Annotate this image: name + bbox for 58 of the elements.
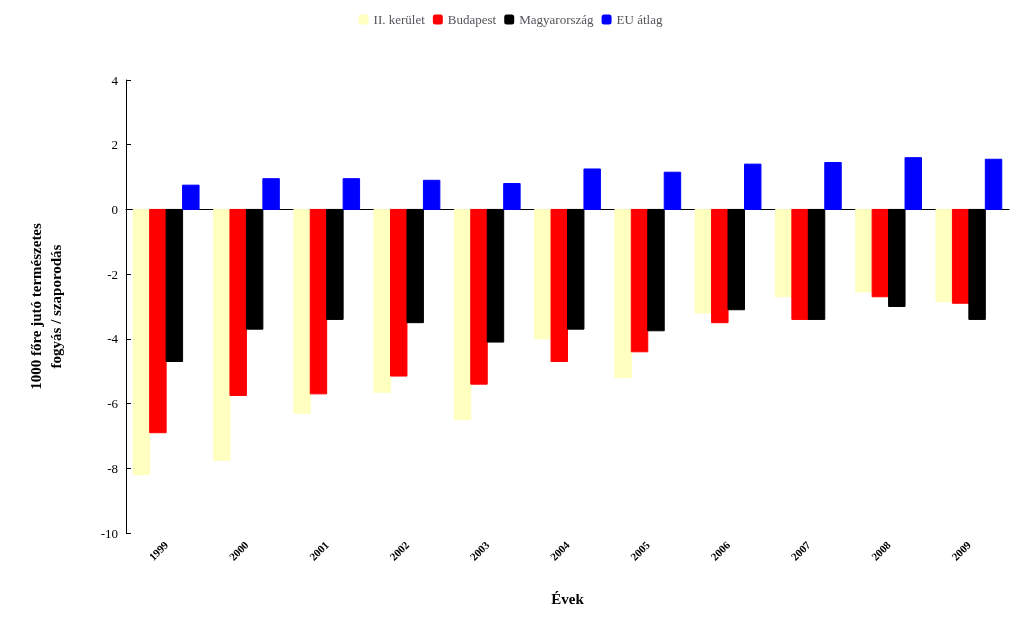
bar <box>373 208 391 393</box>
bar <box>390 208 408 377</box>
bar <box>567 208 585 330</box>
bar <box>309 208 328 395</box>
bar <box>951 208 970 304</box>
y-tick-label: 0 <box>111 201 118 217</box>
bar <box>132 208 151 476</box>
bar <box>550 208 568 363</box>
y-tick-label: -10 <box>100 525 118 541</box>
bar <box>149 208 167 434</box>
bar <box>807 208 826 320</box>
y-axis-title: 1000 főre jutó természetes fogyás / szaporodás <box>28 222 64 390</box>
bar <box>968 208 986 320</box>
bar <box>774 208 793 298</box>
bar <box>694 208 713 314</box>
bar <box>503 183 521 210</box>
legend-label: EU átlag <box>616 12 663 27</box>
bar <box>614 208 632 379</box>
x-axis-title: Évek <box>551 590 585 607</box>
y-tick-label: -4 <box>107 331 119 347</box>
bar <box>855 208 873 293</box>
bar <box>534 208 552 340</box>
bar <box>984 158 1003 210</box>
bar <box>293 208 311 414</box>
bar <box>342 178 361 210</box>
bar <box>904 157 922 210</box>
bar <box>647 208 665 332</box>
legend-label: Magyarország <box>519 12 595 27</box>
y-tick-label: 4 <box>111 72 119 88</box>
bar <box>663 171 682 210</box>
y-tick-label: -2 <box>107 266 118 282</box>
bar <box>165 208 184 363</box>
bar <box>182 184 200 210</box>
bar <box>326 208 344 320</box>
bar <box>791 208 809 320</box>
bar <box>422 179 441 210</box>
bar <box>453 208 472 421</box>
bar <box>711 208 729 324</box>
y-tick-label: 2 <box>111 137 118 153</box>
bar <box>888 208 906 307</box>
bar <box>630 208 649 353</box>
y-tick-label: -6 <box>107 396 119 412</box>
bar <box>213 208 231 461</box>
bar <box>486 208 505 343</box>
bar <box>727 208 745 311</box>
bar <box>583 168 601 210</box>
bar <box>871 208 890 298</box>
legend-label: Budapest <box>447 12 497 27</box>
legend-label: II. kerület <box>373 12 426 27</box>
bar <box>744 163 762 210</box>
bar <box>262 178 280 210</box>
bar <box>245 208 264 330</box>
bar <box>824 162 842 210</box>
bar <box>406 208 424 324</box>
bar <box>470 208 488 385</box>
bar <box>935 208 953 303</box>
bar <box>229 208 247 396</box>
y-tick-label: -8 <box>107 460 118 476</box>
